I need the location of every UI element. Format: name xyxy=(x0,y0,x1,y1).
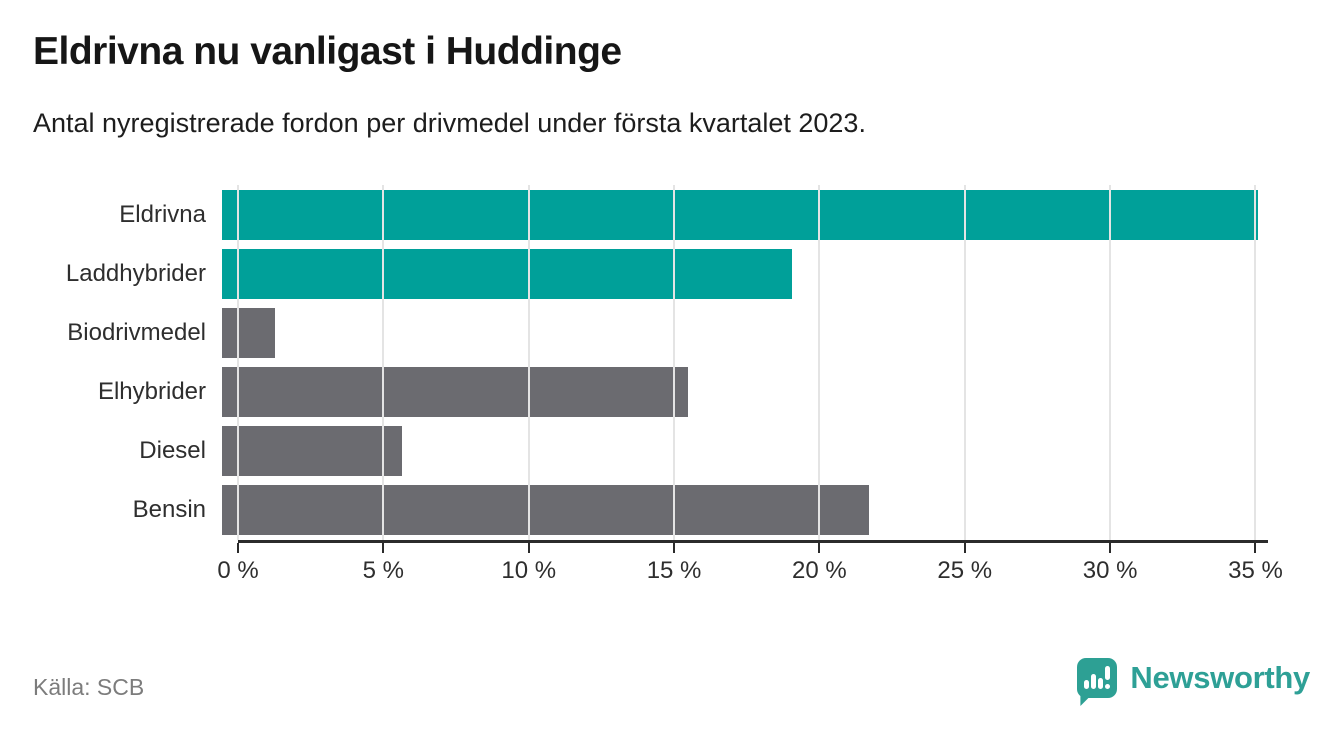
bar-laddhybrider xyxy=(222,248,792,299)
axis-tick-label: 25 % xyxy=(937,557,993,584)
logo-bar-icon xyxy=(1091,674,1097,689)
source-note: Källa: SCB xyxy=(33,674,145,700)
axis-tick xyxy=(237,543,239,553)
bar-track xyxy=(222,426,1270,477)
bar-track xyxy=(222,307,1270,358)
axis-tick xyxy=(527,543,530,553)
bar-biodrivmedel xyxy=(222,307,276,358)
brand-name: Newsworthy xyxy=(1130,660,1310,695)
category-label: Laddhybrider xyxy=(65,259,206,287)
logo-exclamation-dot-icon xyxy=(1105,684,1111,689)
newsworthy-logo-icon xyxy=(1077,658,1118,698)
category-label: Elhybrider xyxy=(97,378,206,406)
bar-row: Biodrivmedel xyxy=(33,303,1270,362)
axis-tick-label: 20 % xyxy=(792,557,847,584)
category-label: Eldrivna xyxy=(119,200,206,228)
category-label: Bensin xyxy=(132,496,206,524)
logo-exclamation-icon xyxy=(1105,666,1111,680)
bar-row: Laddhybrider xyxy=(33,244,1270,303)
bar-row: Diesel xyxy=(33,422,1270,481)
axis-tick-label: 35 % xyxy=(1228,557,1283,584)
axis-tick xyxy=(673,543,676,553)
axis-tick xyxy=(963,543,966,553)
axis-tick xyxy=(382,543,385,553)
axis-tick-label: 30 % xyxy=(1082,557,1138,584)
chart-title: Eldrivna nu vanligast i Huddinge xyxy=(33,30,622,73)
logo-bar-icon xyxy=(1084,680,1090,689)
bar-track xyxy=(222,189,1270,240)
bar-row: Bensin xyxy=(33,481,1270,540)
bar-diesel xyxy=(222,426,403,477)
axis-tick xyxy=(818,543,821,553)
axis-tick-label: 0 % xyxy=(217,557,259,584)
axis-tick-label: 10 % xyxy=(501,557,557,584)
category-label: Diesel xyxy=(139,437,206,465)
bar-row: Elhybrider xyxy=(33,363,1270,422)
x-axis-line xyxy=(238,540,1268,543)
logo-bar-icon xyxy=(1098,678,1104,689)
bar-bensin xyxy=(222,485,869,536)
bar-track xyxy=(222,367,1270,418)
category-label: Biodrivmedel xyxy=(67,318,206,346)
bar-elhybrider xyxy=(222,367,689,418)
bar-track xyxy=(222,485,1270,536)
axis-tick-label: 5 % xyxy=(362,557,405,584)
axis-tick xyxy=(1109,543,1112,553)
bar-row: Eldrivna xyxy=(33,185,1270,244)
bar-eldrivna xyxy=(222,189,1259,240)
bar-track xyxy=(222,248,1270,299)
bar-rows: Eldrivna Laddhybrider Biodrivmedel Elhybrid… xyxy=(33,185,1270,540)
brand-lockup: Newsworthy xyxy=(1077,658,1310,698)
axis-tick xyxy=(1254,543,1257,553)
chart-subtitle: Antal nyregistrerade fordon per drivmede… xyxy=(33,108,866,138)
bar-chart: Eldrivna Laddhybrider Biodrivmedel Elhybrid… xyxy=(33,185,1283,605)
axis-tick-label: 15 % xyxy=(646,557,702,584)
x-axis-layer: 0 % 5 % 10 % 15 % 20 % 25 % 30 % 35 % xyxy=(217,185,1283,605)
